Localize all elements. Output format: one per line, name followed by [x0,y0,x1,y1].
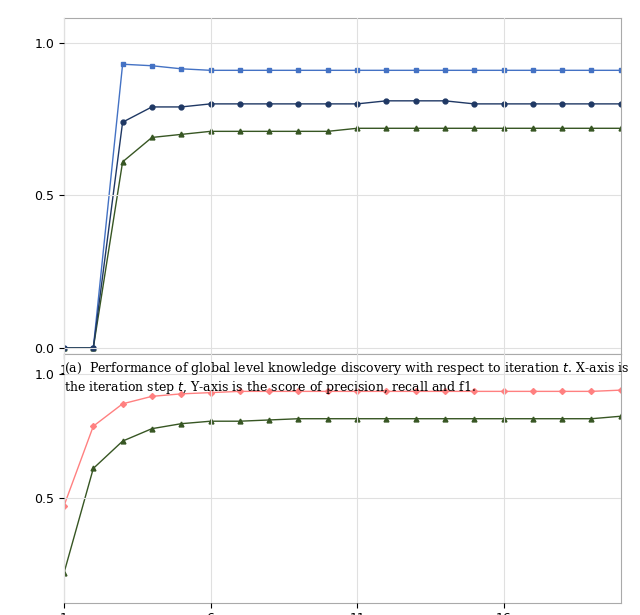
Legend: Precision, Recall, F1: Precision, Recall, F1 [232,368,452,392]
Text: (a)  Performance of global level knowledge discovery with respect to iteration $: (a) Performance of global level knowledg… [64,360,629,396]
